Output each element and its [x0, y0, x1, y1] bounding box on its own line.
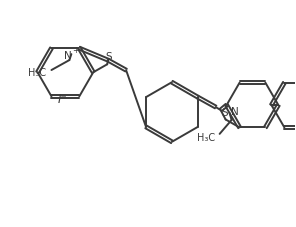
Text: H₃C: H₃C [197, 133, 215, 143]
Text: N: N [64, 51, 71, 61]
Text: +: + [72, 46, 79, 55]
Text: I⁻: I⁻ [58, 94, 67, 106]
Text: H₃C: H₃C [28, 68, 46, 78]
Text: S: S [221, 108, 228, 118]
Text: S: S [105, 52, 112, 62]
Text: N: N [231, 107, 239, 117]
